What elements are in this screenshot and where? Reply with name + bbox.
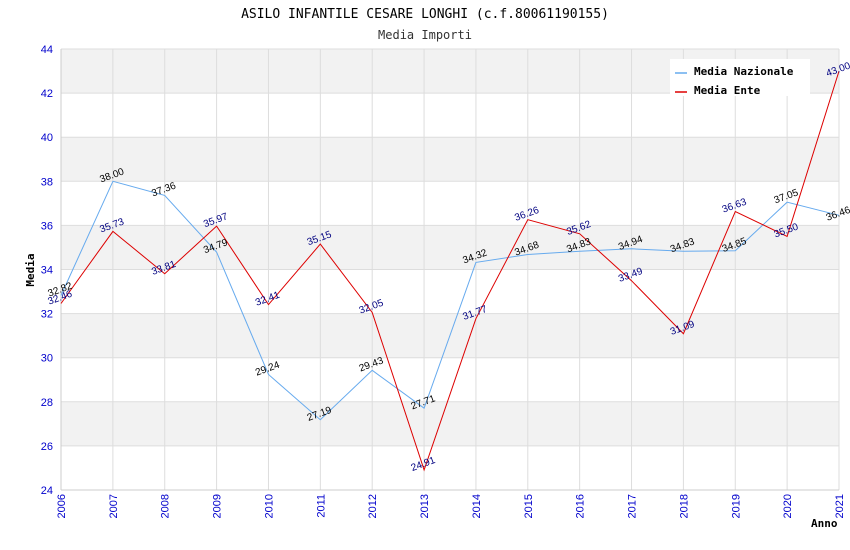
y-tick-labels: 24 26 28 30 32 34 36 38 40 42 44 — [41, 44, 53, 497]
x-tick-label: 2017 — [627, 494, 639, 518]
x-tick-label: 2010 — [263, 494, 275, 518]
y-tick-label: 34 — [41, 265, 53, 277]
y-tick-label: 30 — [41, 353, 53, 365]
x-tick-label: 2018 — [678, 494, 690, 518]
series-line-media-ente — [60, 70, 840, 472]
x-tick-label: 2014 — [471, 494, 483, 518]
x-tick-label: 2016 — [575, 494, 587, 518]
y-tick-label: 24 — [41, 485, 53, 497]
y-tick-label: 40 — [41, 132, 53, 144]
y-axis-label: Media — [24, 253, 37, 286]
y-tick-label: 44 — [41, 44, 53, 56]
x-tick-label: 2012 — [367, 494, 379, 518]
plot-band — [61, 269, 839, 314]
series-line-media-nazionale — [60, 180, 840, 421]
plot-bands — [61, 49, 839, 490]
chart-title: ASILO INFANTILE CESARE LONGHI (c.f.80061… — [241, 7, 609, 22]
legend-label-media-ente: Media Ente — [694, 84, 761, 97]
y-tick-label: 28 — [41, 397, 53, 409]
legend-box — [670, 59, 810, 96]
y-tick-label: 32 — [41, 309, 53, 321]
y-tick-label: 42 — [41, 88, 53, 100]
plot-band — [61, 445, 839, 490]
series-lines — [60, 70, 840, 472]
plot-band — [61, 93, 839, 138]
y-tick-label: 38 — [41, 176, 53, 188]
x-tick-label: 2020 — [782, 494, 794, 518]
gridlines — [60, 48, 840, 491]
x-tick-label: 2021 — [834, 494, 846, 518]
legend-label-media-nazionale: Media Nazionale — [694, 65, 794, 78]
x-axis-label: Anno — [811, 517, 838, 530]
x-tick-label: 2007 — [108, 494, 120, 518]
x-tick-label: 2006 — [56, 494, 68, 518]
x-tick-labels: 2006 2007 2008 2009 2010 2011 2012 2013 2014 2015… — [56, 494, 846, 518]
plot-band — [61, 225, 839, 270]
y-tick-label: 36 — [41, 220, 53, 232]
x-tick-label: 2015 — [523, 494, 535, 518]
x-tick-label: 2011 — [315, 494, 327, 518]
x-tick-label: 2008 — [160, 494, 172, 518]
plot-band — [61, 401, 839, 446]
plot-band — [61, 137, 839, 182]
y-tick-label: 26 — [41, 441, 53, 453]
x-tick-label: 2013 — [419, 494, 431, 518]
plot-band — [61, 181, 839, 226]
x-tick-label: 2019 — [730, 494, 742, 518]
legend: Media Nazionale Media Ente — [670, 59, 810, 97]
chart-subtitle: Media Importi — [378, 28, 472, 42]
x-tick-label: 2009 — [212, 494, 224, 518]
